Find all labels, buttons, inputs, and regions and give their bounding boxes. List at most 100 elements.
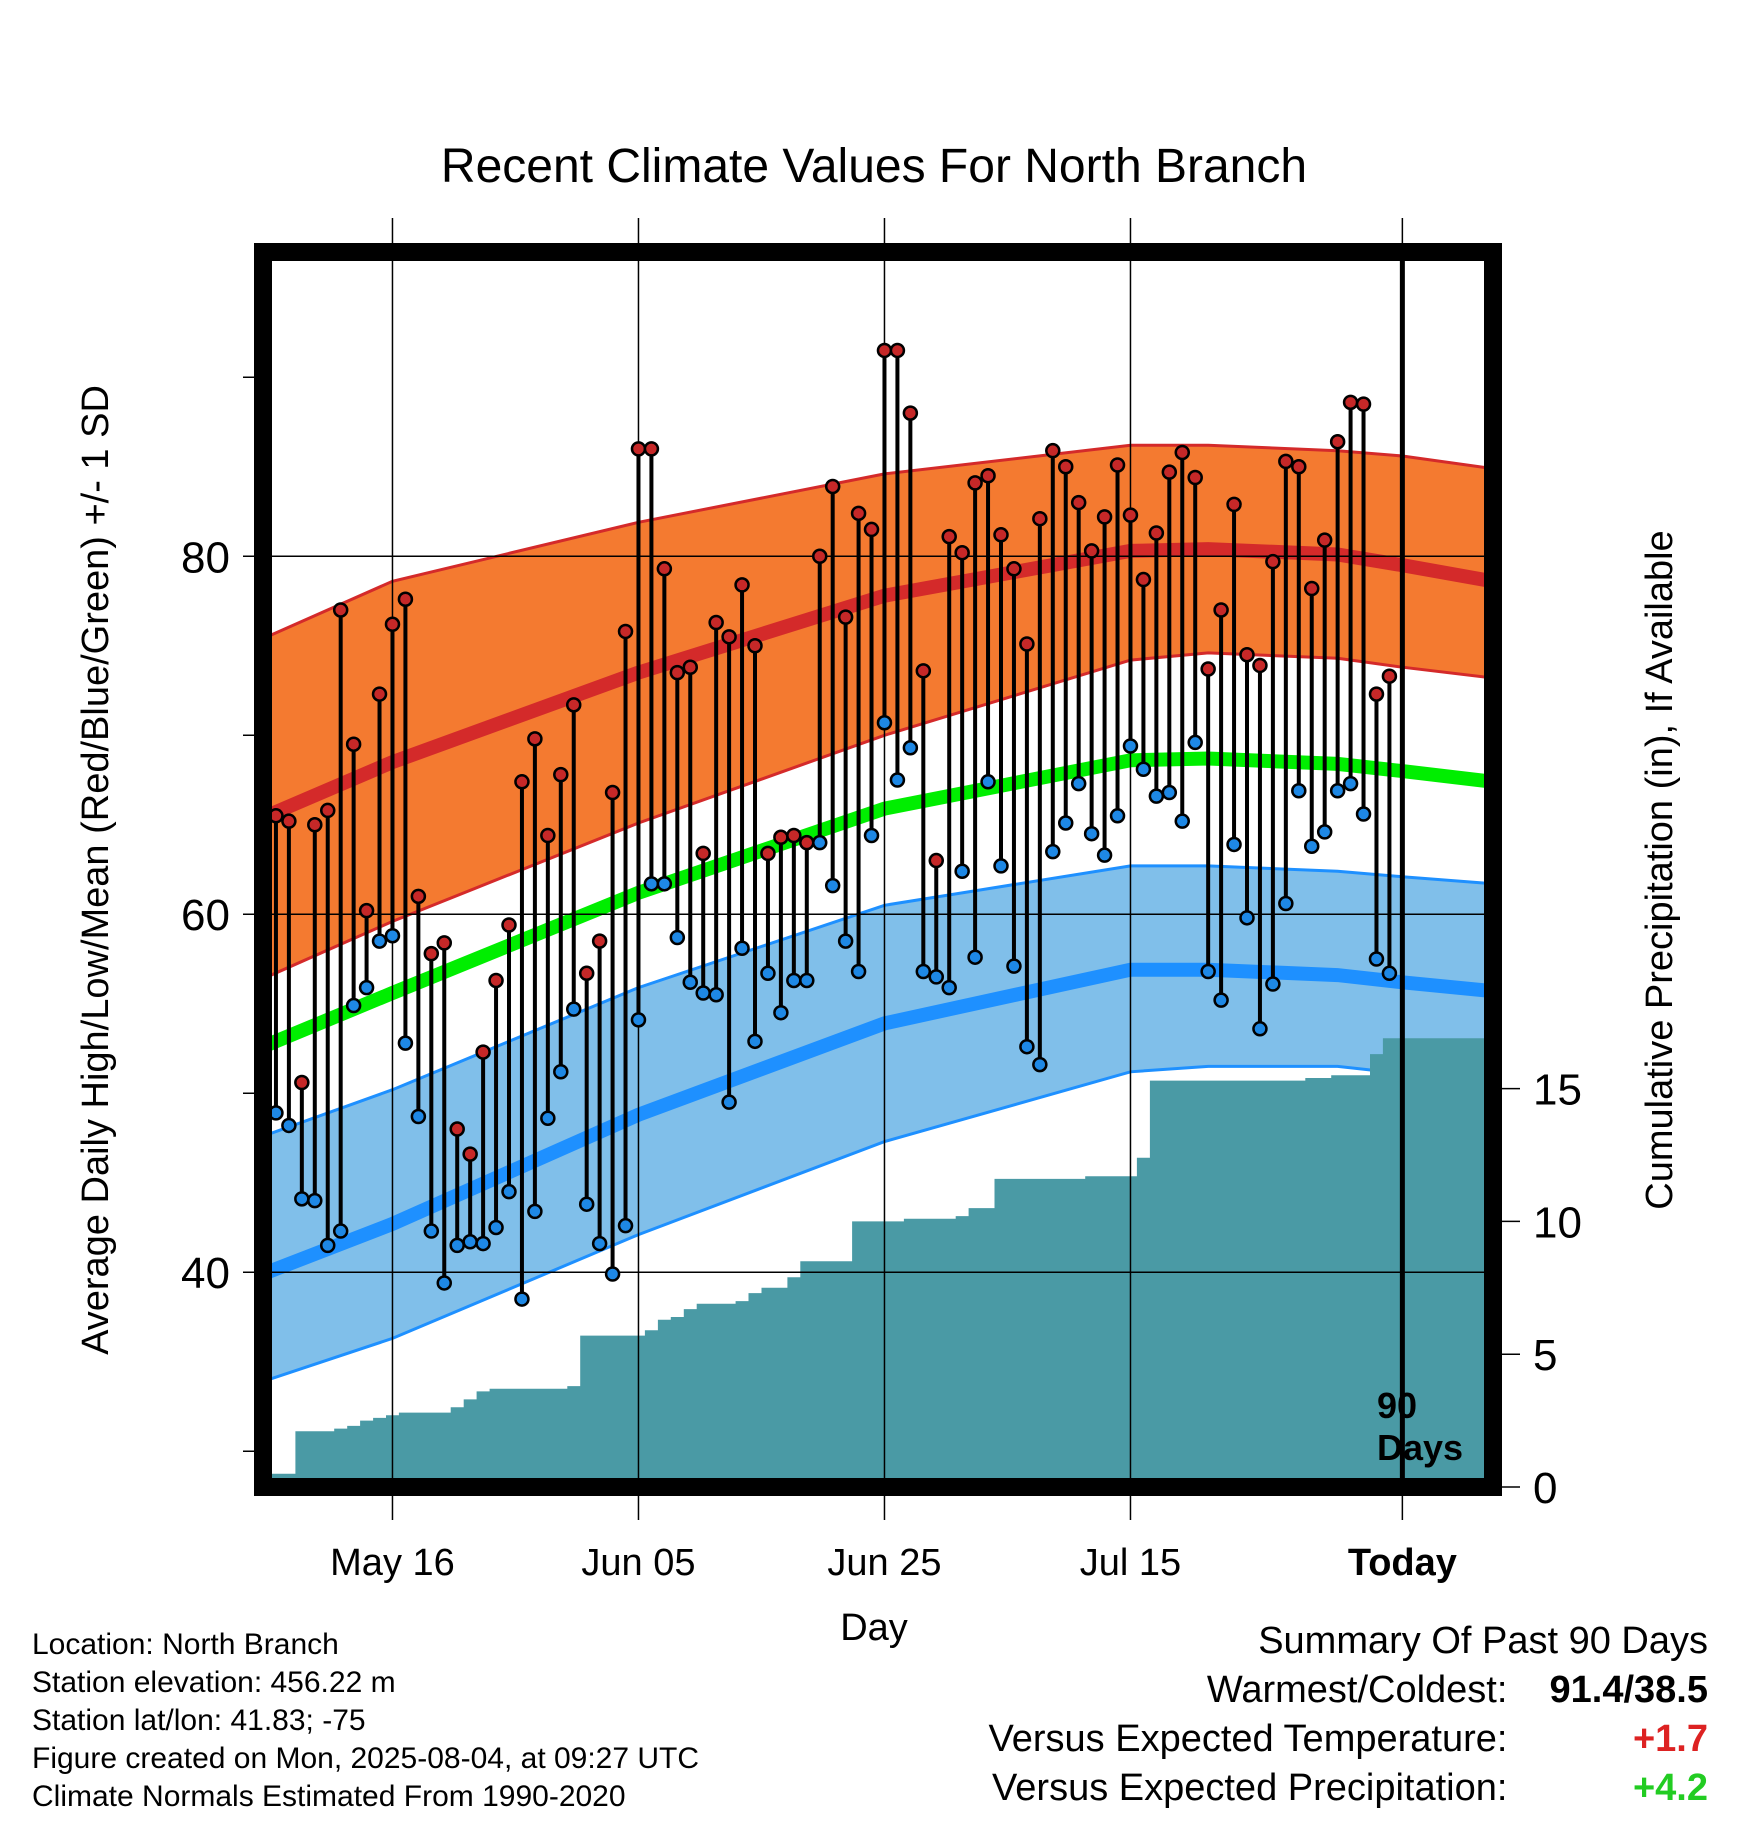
high-temp-point <box>462 1146 478 1162</box>
high-temp-point <box>449 1121 465 1137</box>
low-temp-point <box>371 933 388 949</box>
high-temp-point <box>1265 553 1281 570</box>
low-temp-point <box>928 969 945 985</box>
high-temp-point <box>902 405 919 421</box>
x-tick-label: Jul 15 <box>1080 1542 1181 1584</box>
high-temp-point <box>928 852 945 869</box>
low-temp-point <box>656 876 673 892</box>
low-temp-point <box>1032 1056 1048 1073</box>
low-temp-point <box>617 1217 634 1234</box>
low-temp-point <box>708 987 724 1003</box>
high-temp-point <box>1368 686 1385 702</box>
low-temp-point <box>1083 825 1100 842</box>
low-temp-point <box>281 1117 297 1134</box>
low-temp-point <box>1329 782 1346 799</box>
low-temp-point <box>811 834 828 851</box>
low-temp-point <box>915 963 932 980</box>
low-temp-point <box>993 858 1009 874</box>
low-temp-point <box>630 1012 647 1028</box>
low-temp-point <box>1239 910 1255 926</box>
low-temp-point <box>1226 836 1242 853</box>
low-temp-point <box>980 774 996 790</box>
low-temp-point <box>941 979 957 996</box>
low-temp-point <box>1355 806 1372 822</box>
high-temp-point <box>811 548 828 565</box>
high-temp-point <box>1032 510 1048 527</box>
high-temp-point <box>1174 444 1191 461</box>
low-temp-point <box>345 997 362 1014</box>
high-temp-point <box>915 663 932 679</box>
low-temp-point <box>1174 813 1191 829</box>
high-temp-point <box>591 933 608 949</box>
low-temp-point <box>1200 963 1216 980</box>
low-temp-point <box>578 1196 595 1212</box>
high-temp-point <box>837 609 854 625</box>
high-temp-point <box>1355 396 1372 412</box>
y2-tick-label: 5 <box>1533 1331 1557 1380</box>
low-temp-point <box>1316 824 1333 840</box>
low-temp-point <box>1122 738 1139 754</box>
low-temp-point <box>1096 847 1113 863</box>
low-temp-point <box>1368 951 1385 967</box>
high-temp-point <box>669 664 686 681</box>
high-temp-point <box>889 342 906 359</box>
high-temp-point <box>747 638 763 654</box>
high-temp-point <box>1187 469 1203 486</box>
high-temp-point <box>332 602 349 618</box>
high-temp-point <box>1213 602 1229 618</box>
summary-panel: Summary Of Past 90 Days Warmest/Coldest:… <box>989 1617 1708 1813</box>
high-temp-point <box>993 527 1009 543</box>
low-temp-point <box>643 876 660 892</box>
low-temp-point <box>824 877 841 894</box>
high-temp-point <box>1122 507 1139 523</box>
low-temp-point <box>462 1234 478 1250</box>
low-temp-point <box>1109 808 1126 824</box>
warm-cold-label: Warmest/Coldest: <box>1206 1669 1508 1711</box>
precip-anomaly-value: +4.2 <box>1632 1767 1708 1809</box>
temp-anomaly-value: +1.7 <box>1632 1718 1708 1760</box>
low-temp-point <box>1303 838 1320 854</box>
low-temp-point <box>747 1033 763 1050</box>
plot-frame <box>254 243 1502 1496</box>
high-temp-point <box>1329 433 1346 450</box>
low-temp-point <box>902 740 919 756</box>
low-temp-point <box>1161 784 1178 801</box>
high-temp-point <box>1291 459 1307 475</box>
warm-cold-value: 91.4/38.5 <box>1549 1669 1708 1711</box>
low-temp-point <box>488 1219 504 1236</box>
high-temp-point <box>1342 394 1359 411</box>
high-temp-point <box>1135 571 1152 588</box>
high-temp-point <box>1161 464 1178 480</box>
y-tick-label: 40 <box>181 1249 230 1298</box>
y-tick-label: 60 <box>181 891 230 940</box>
x-tick-label: May 16 <box>330 1542 455 1584</box>
low-temp-point <box>449 1237 465 1254</box>
low-temp-point <box>799 972 815 989</box>
high-temp-point <box>721 629 737 645</box>
high-temp-point <box>527 731 543 747</box>
high-temp-point <box>384 616 401 633</box>
high-temp-point <box>1252 657 1268 674</box>
low-temp-point <box>1213 992 1229 1008</box>
low-temp-point <box>1381 965 1398 982</box>
high-temp-point <box>1045 442 1061 459</box>
low-temp-point <box>721 1094 737 1110</box>
low-temp-point <box>436 1275 453 1291</box>
low-temp-point <box>591 1235 608 1252</box>
high-temp-point <box>475 1044 491 1060</box>
high-temp-point <box>345 736 362 752</box>
high-temp-point <box>604 784 621 801</box>
high-temp-point <box>760 845 776 862</box>
low-temp-point <box>540 1110 556 1127</box>
high-temp-point <box>954 544 970 561</box>
cumulative-precip-area <box>263 1038 1493 1487</box>
high-temp-point <box>980 467 996 484</box>
low-temp-point <box>773 1004 789 1021</box>
low-temp-point <box>527 1203 543 1220</box>
low-temp-point <box>1006 958 1022 974</box>
high-temp-point <box>540 827 556 844</box>
high-temp-point <box>410 888 427 905</box>
low-temp-point <box>553 1064 569 1080</box>
chart-title: Recent Climate Values For North Branch <box>441 140 1307 193</box>
low-temp-point <box>358 979 375 996</box>
